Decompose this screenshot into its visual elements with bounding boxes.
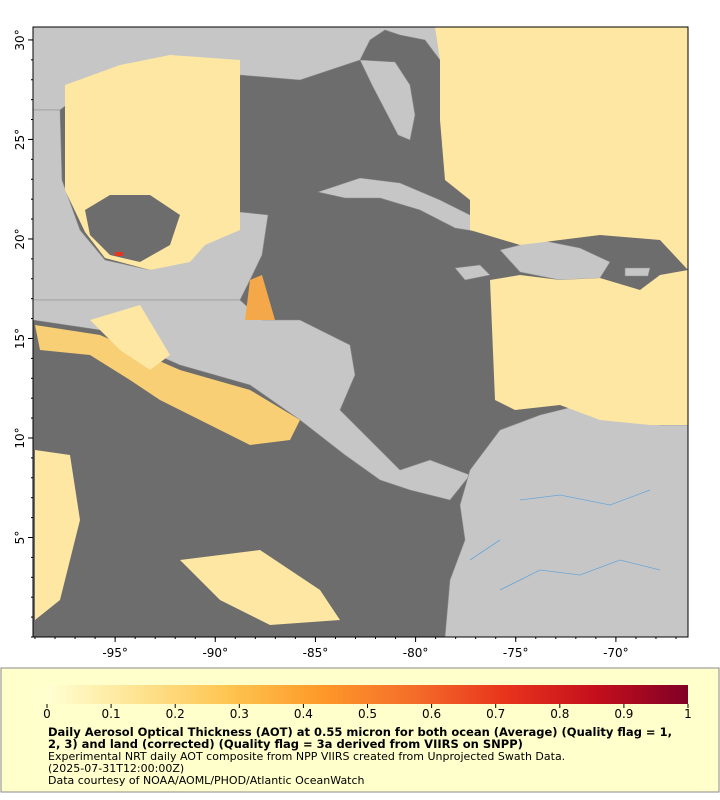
aot-patch: [35, 450, 80, 620]
caption-line: Experimental NRT daily AOT composite fro…: [48, 750, 565, 763]
aot-patch: [115, 252, 123, 256]
colorbar-tick-label: 0.7: [486, 707, 505, 721]
colorbar-tick-label: 1: [684, 707, 692, 721]
y-tick-label: 10°: [13, 427, 27, 448]
y-tick-label: 25°: [13, 129, 27, 150]
colorbar-tick-label: 0.4: [294, 707, 313, 721]
caption-title: Daily Aerosol Optical Thickness (AOT) at…: [48, 725, 672, 739]
map-area: [33, 27, 688, 637]
aot-patch: [245, 275, 275, 320]
caption-line: (2025-07-31T12:00:00Z): [48, 762, 184, 775]
caption: Daily Aerosol Optical Thickness (AOT) at…: [48, 725, 672, 787]
aot-patch: [435, 27, 688, 425]
land: [454, 264, 491, 281]
y-tick-label: 15°: [13, 328, 27, 349]
y-tick-label: 20°: [13, 228, 27, 249]
colorbar-tick-label: 0.3: [230, 707, 249, 721]
x-tick-label: -70°: [603, 646, 629, 660]
land: [624, 267, 651, 277]
x-tick-label: -85°: [303, 646, 329, 660]
aot-patch: [90, 305, 170, 370]
axes: -95° -90° -85° -80° -75° -70° 5° 10° 15° 20° 25° 30…: [13, 29, 677, 660]
river: [469, 489, 661, 591]
caption-title: 2, 3) and land (corrected) (Quality flag…: [48, 737, 523, 751]
colorbar-tick-label: 0.8: [550, 707, 569, 721]
colorbar-tick-label: 0.9: [614, 707, 633, 721]
colorbar-tick-label: 0.5: [358, 707, 377, 721]
colorbar-tick-label: 0: [43, 707, 51, 721]
x-tick-label: -95°: [102, 646, 128, 660]
land: [444, 404, 688, 637]
caption-line: Data courtesy of NOAA/AOML/PHOD/Atlantic…: [48, 774, 365, 787]
map-frame: [32, 26, 689, 638]
y-tick-label: 30°: [13, 29, 27, 50]
aot-gap: [85, 195, 180, 262]
colorbar-tick-label: 0.2: [166, 707, 185, 721]
x-tick-label: -75°: [503, 646, 529, 660]
colorbar-tick-label: 0.1: [102, 707, 121, 721]
x-tick-label: -90°: [202, 646, 228, 660]
y-tick-label: 5°: [13, 531, 27, 545]
aot-patch: [180, 550, 340, 625]
land: [359, 59, 416, 141]
colorbar: [47, 685, 688, 704]
colorbar-tick-label: 0.6: [422, 707, 441, 721]
x-tick-label: -80°: [403, 646, 429, 660]
aot-patch: [35, 325, 300, 445]
